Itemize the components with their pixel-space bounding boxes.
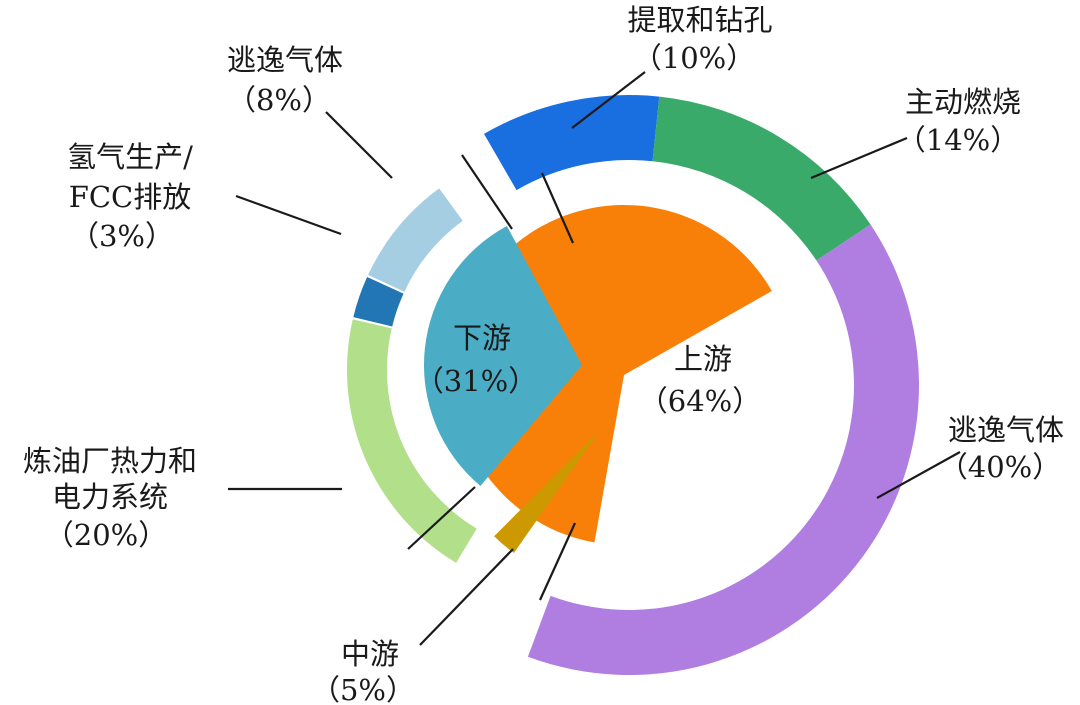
connector-upstream-bottom [538,522,577,601]
connector-downstream-bottom [407,486,476,550]
label-midstream: 中游 [341,637,399,671]
label-refinery-heat-power-line1: 炼油厂热力和 [23,444,197,478]
outer-segment-refinery-heat-power [347,319,477,563]
pct-extraction-drilling: （10%） [633,41,755,75]
outer-segment-extraction-drilling [484,95,660,191]
pct-hydrogen-fcc: （3%） [70,219,174,253]
leader-extraction-drilling [571,71,646,129]
outer-segment-active-flaring [652,96,871,261]
connector-downstream-top [461,154,513,230]
label-hydrogen-fcc-line2: FCC排放 [69,180,192,214]
outer-segment-downstream-fugitive-gas [368,188,463,292]
label-hydrogen-fcc-line1: 氢气生产/ [67,140,193,174]
inner-wedge-downstream [424,226,582,487]
inner-label-upstream: 上游 [674,342,732,376]
label-refinery-heat-power-line2: 电力系统 [52,480,168,514]
pct-active-flaring: （14%） [897,123,1019,157]
leader-hydrogen-fcc [235,194,342,236]
label-downstream-fugitive-gas: 逃逸气体 [227,43,343,77]
pct-refinery-heat-power: （20%） [45,518,167,552]
connector-upstream-top [540,172,575,244]
leader-upstream-fugitive-gas [876,451,961,499]
leader-active-flaring [810,136,908,180]
pct-midstream: （5%） [311,673,415,705]
leader-midstream [419,548,514,646]
inner-label-downstream: 下游 [453,321,511,355]
inner-pct-downstream: （31%） [415,364,537,398]
inner-pct-upstream: （64%） [639,384,761,418]
pct-downstream-fugitive-gas: （8%） [227,83,331,117]
outer-segment-hydrogen-fcc [353,277,404,327]
label-active-flaring: 主动燃烧 [905,85,1021,119]
label-leader-lines [228,71,961,646]
label-extraction-drilling: 提取和钻孔 [627,3,772,37]
connector-lines [407,154,577,601]
label-upstream-fugitive-gas: 逃逸气体 [948,413,1064,447]
pct-upstream-fugitive-gas: （40%） [939,450,1061,484]
inner-wedge-midstream [494,430,600,553]
leader-downstream-fugitive-gas [325,111,393,179]
outer-segment-upstream-fugitive-gas [527,224,920,675]
